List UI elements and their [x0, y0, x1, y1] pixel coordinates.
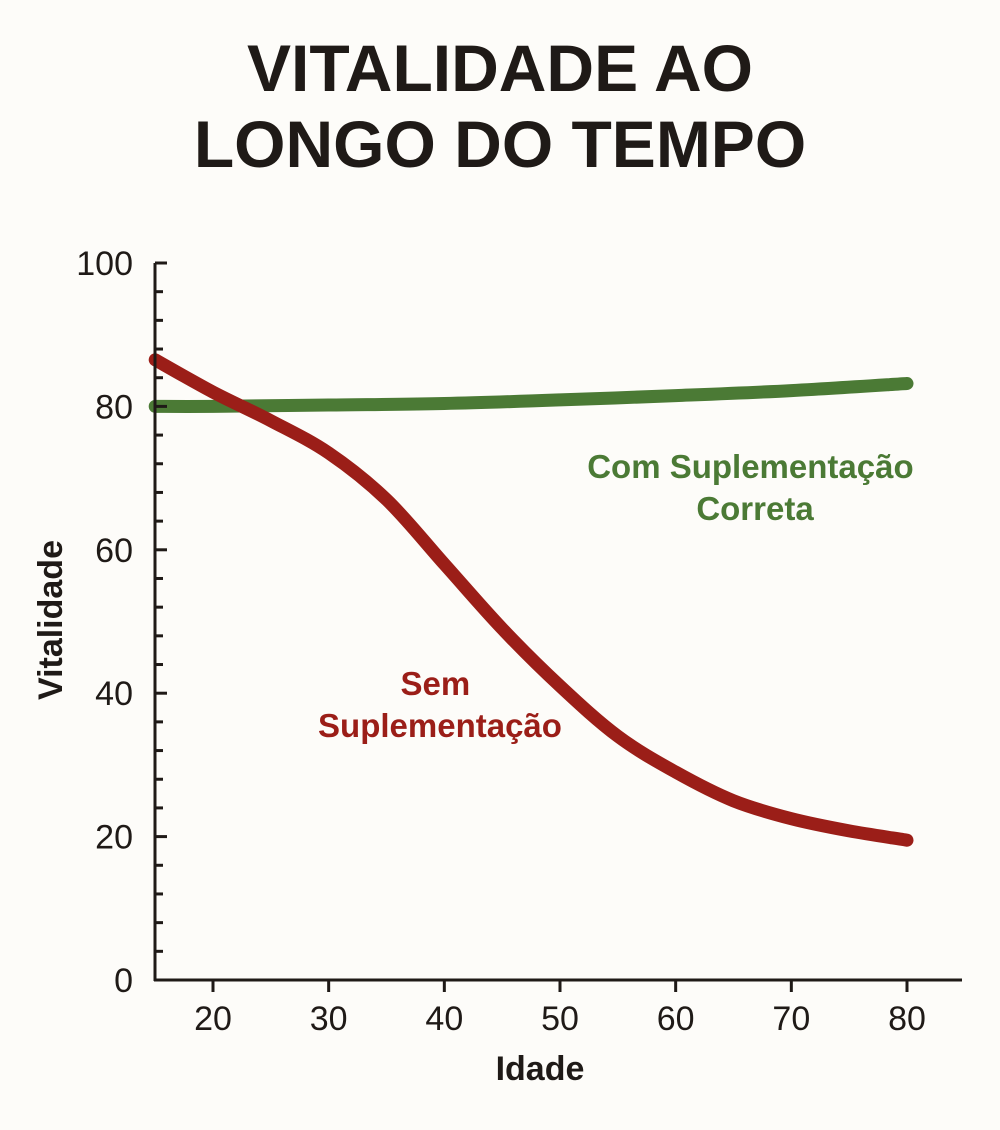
series-label-sem-line-1: Sem — [401, 665, 471, 702]
x-tick-label: 20 — [194, 1000, 232, 1038]
series-layer — [148, 353, 914, 847]
series-line-com-suplementacao — [148, 377, 914, 413]
x-axis-label: Idade — [496, 1050, 585, 1088]
axes-layer — [153, 263, 962, 982]
x-tick-label: 70 — [772, 1000, 810, 1038]
series-label-sem-suplementacao: Sem Suplementação — [318, 665, 562, 744]
y-tick-label: 40 — [95, 675, 133, 713]
y-tick-label: 0 — [114, 962, 133, 1000]
y-tick-label: 60 — [95, 532, 133, 570]
x-tick-label: 80 — [888, 1000, 926, 1038]
chart-title: VITALIDADE AO LONGO DO TEMPO — [0, 30, 1000, 182]
ticks-layer: 0 20 40 60 80 100 20 30 40 50 60 70 80 — [76, 245, 926, 1038]
y-tick-label: 20 — [95, 819, 133, 857]
series-label-sem-line-2: Suplementação — [318, 707, 562, 744]
series-label-com-suplementacao: Com Suplementação Correta — [587, 448, 923, 527]
x-tick-label: 50 — [541, 1000, 579, 1038]
y-tick-label: 100 — [76, 245, 133, 283]
x-tick-label: 60 — [657, 1000, 695, 1038]
series-line-sem-suplementacao — [148, 353, 914, 847]
x-tick-label: 30 — [310, 1000, 348, 1038]
chart-title-line-1: VITALIDADE AO — [247, 31, 753, 105]
y-axis-label: Vitalidade — [32, 540, 70, 700]
series-label-com-line-2: Correta — [696, 490, 814, 527]
chart-title-line-2: LONGO DO TEMPO — [193, 107, 807, 181]
x-tick-label: 40 — [425, 1000, 463, 1038]
series-label-com-line-1: Com Suplementação — [587, 448, 913, 485]
y-tick-label: 80 — [95, 388, 133, 426]
